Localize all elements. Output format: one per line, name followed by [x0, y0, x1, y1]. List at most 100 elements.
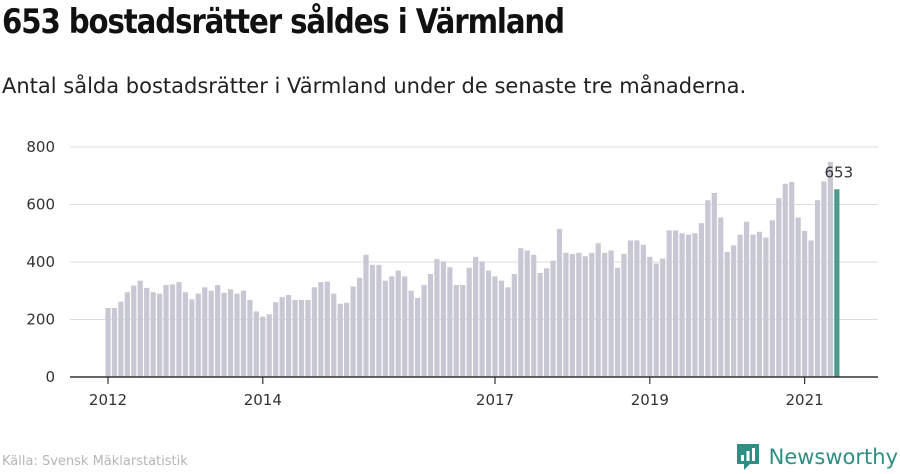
bar	[640, 244, 646, 377]
chart-subtitle: Antal sålda bostadsrätter i Värmland und…	[2, 74, 747, 98]
bar	[234, 293, 240, 377]
bar	[163, 285, 169, 377]
brand-logo[interactable]: Newsworthy	[735, 442, 898, 472]
bar	[311, 287, 317, 377]
bar	[221, 292, 227, 377]
bar	[131, 285, 137, 377]
bar	[182, 292, 188, 377]
bar	[511, 274, 517, 377]
bar	[266, 314, 272, 377]
bar	[227, 289, 234, 377]
y-tick-label: 800	[26, 138, 55, 156]
bar-chart: 0 200 400 600 800 653 2012 2014 2017 2019 2021	[26, 138, 878, 409]
bar	[614, 267, 621, 377]
bar	[118, 301, 124, 377]
bar	[718, 217, 724, 377]
bar	[150, 292, 156, 377]
bar	[821, 181, 827, 377]
y-tick-label: 0	[45, 368, 55, 386]
bar	[363, 254, 369, 377]
bar	[337, 303, 343, 377]
bar	[673, 230, 679, 377]
bars	[105, 161, 840, 377]
bar	[247, 299, 253, 377]
bar	[505, 287, 511, 377]
bar	[253, 311, 259, 377]
bar	[492, 276, 498, 377]
bar	[582, 256, 588, 377]
brand-name: Newsworthy	[768, 445, 898, 469]
bar	[427, 274, 434, 377]
bar	[453, 285, 459, 377]
bar	[176, 282, 182, 377]
bar	[608, 250, 614, 377]
bar	[569, 253, 575, 377]
bar	[434, 259, 440, 377]
bar	[376, 264, 382, 377]
source-note: Källa: Svensk Mäklarstatistik	[2, 454, 188, 469]
y-tick-label: 400	[26, 253, 55, 271]
bar	[202, 287, 208, 377]
bar	[750, 234, 756, 377]
bar	[782, 183, 788, 377]
bar	[602, 252, 608, 377]
bar	[318, 282, 324, 377]
bar	[137, 280, 143, 377]
bar	[711, 193, 717, 377]
bar	[737, 234, 743, 377]
bar	[408, 290, 414, 377]
bar	[524, 250, 530, 377]
bar	[647, 256, 653, 377]
bar	[705, 200, 711, 377]
bar	[344, 302, 350, 377]
bar	[195, 293, 201, 377]
bar	[698, 223, 704, 377]
bar	[789, 182, 795, 377]
bar	[111, 308, 118, 377]
bar	[556, 228, 563, 377]
bar	[331, 293, 337, 377]
bar	[518, 248, 524, 377]
bar	[550, 260, 556, 377]
bar	[466, 267, 472, 377]
bar	[286, 295, 292, 377]
x-tick-label: 2017	[476, 391, 514, 409]
bar	[395, 270, 401, 377]
bar	[692, 233, 698, 377]
bar	[589, 252, 595, 377]
bar	[814, 200, 821, 377]
bar	[215, 285, 221, 377]
bar	[679, 233, 685, 377]
bar	[666, 230, 672, 377]
bar	[808, 240, 814, 377]
x-tick-label: 2021	[786, 391, 824, 409]
bar	[240, 290, 247, 377]
bar	[621, 253, 627, 377]
bar	[105, 308, 111, 377]
bar	[447, 267, 453, 377]
highlight-value-label: 653	[825, 163, 854, 181]
bar	[827, 161, 833, 377]
bar	[350, 286, 356, 377]
bar	[124, 292, 130, 377]
bar	[531, 254, 537, 377]
bar	[460, 285, 466, 377]
bar	[769, 220, 775, 377]
y-tick-label: 600	[26, 196, 55, 214]
bar	[144, 287, 150, 377]
bar	[627, 240, 634, 377]
bar	[576, 252, 582, 377]
y-tick-label: 200	[26, 311, 55, 329]
bar	[440, 261, 446, 377]
bar	[544, 268, 550, 377]
bar	[356, 277, 363, 377]
bar	[389, 276, 395, 377]
bar	[157, 293, 163, 377]
bar	[324, 281, 330, 377]
bar	[292, 299, 298, 377]
axes: 0 200 400 600 800 653 2012 2014 2017 2019 2021	[26, 138, 878, 409]
bar	[421, 285, 427, 377]
highlighted-bar	[834, 189, 840, 377]
newsworthy-logo-icon	[736, 444, 759, 470]
bar	[305, 299, 311, 377]
